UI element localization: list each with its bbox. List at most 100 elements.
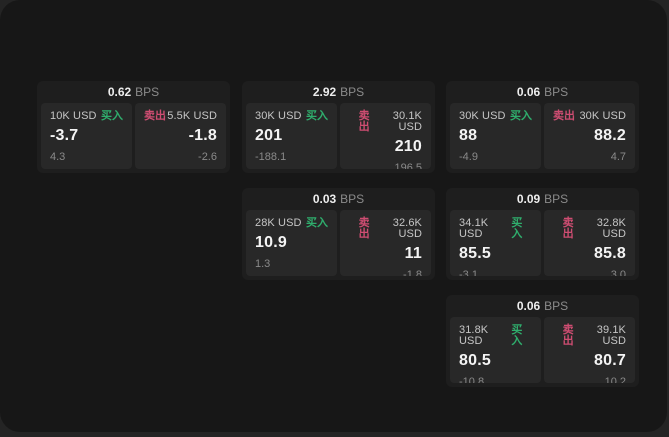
sell-amount-label: 32.6K USD bbox=[392, 217, 422, 240]
sell-amount-label: 30K USD bbox=[579, 110, 626, 122]
sell-panel[interactable]: 卖出 32.8K USD 85.8 3.0 bbox=[544, 210, 635, 276]
buy-amount-label: 28K USD bbox=[255, 217, 302, 229]
spread-header: 0.62 BPS bbox=[41, 81, 226, 103]
sell-side-label: 卖出 bbox=[562, 324, 574, 347]
buy-panel[interactable]: 34.1K USD 买入 85.5 -3.1 bbox=[450, 210, 541, 276]
buy-panel[interactable]: 30K USD 买入 88 -4.9 bbox=[450, 103, 541, 169]
sell-panel-top: 卖出 32.8K USD bbox=[553, 218, 626, 240]
quote-card: 0.06 BPS 31.8K USD 买入 80.5 -10.8 卖出 39.1… bbox=[446, 295, 639, 387]
spread-value: 0.09 bbox=[516, 192, 541, 206]
buy-panel-top: 31.8K USD 买入 bbox=[459, 325, 532, 347]
sell-price-value: 88.2 bbox=[594, 127, 626, 144]
buy-secondary-value: -3.1 bbox=[459, 269, 478, 277]
buy-amount-label: 31.8K USD bbox=[459, 324, 489, 347]
buy-side-label: 买入 bbox=[511, 217, 523, 240]
sell-amount-label: 39.1K USD bbox=[596, 324, 626, 347]
buy-price-value: 80.5 bbox=[459, 352, 491, 369]
sell-secondary-value: 196.5 bbox=[394, 162, 422, 170]
buy-panel[interactable]: 28K USD 买入 10.9 1.3 bbox=[246, 210, 337, 276]
sell-side-label: 卖出 bbox=[553, 110, 575, 122]
spread-unit-label: BPS bbox=[544, 85, 569, 99]
spread-value: 0.03 bbox=[312, 192, 337, 206]
buy-price-value: 85.5 bbox=[459, 245, 491, 262]
quote-card: 0.03 BPS 28K USD 买入 10.9 1.3 卖出 32.6K US… bbox=[242, 188, 435, 280]
sell-panel-top: 卖出 39.1K USD bbox=[553, 325, 626, 347]
spread-unit-label: BPS bbox=[544, 299, 569, 313]
buy-amount-label: 10K USD bbox=[50, 110, 97, 122]
sell-side-label: 卖出 bbox=[358, 217, 370, 240]
buy-secondary-value: 4.3 bbox=[50, 151, 66, 163]
spread-value: 0.06 bbox=[516, 299, 541, 313]
quote-card-body: 28K USD 买入 10.9 1.3 卖出 32.6K USD 11 -1.8 bbox=[246, 210, 431, 276]
buy-panel-top: 10K USD 买入 bbox=[50, 111, 123, 122]
sell-amount-label: 32.8K USD bbox=[596, 217, 626, 240]
quote-card: 0.06 BPS 30K USD 买入 88 -4.9 卖出 30K USD 8… bbox=[446, 81, 639, 173]
sell-panel[interactable]: 卖出 39.1K USD 80.7 10.2 bbox=[544, 317, 635, 383]
sell-price-value: 11 bbox=[404, 245, 422, 262]
buy-price-value: 201 bbox=[255, 127, 283, 144]
spread-header: 0.03 BPS bbox=[246, 188, 431, 210]
sell-price-value: 85.8 bbox=[594, 245, 626, 262]
spread-header: 0.09 BPS bbox=[450, 188, 635, 210]
sell-panel-top: 卖出 5.5K USD bbox=[144, 111, 217, 122]
spread-header: 0.06 BPS bbox=[450, 295, 635, 317]
buy-amount-label: 30K USD bbox=[459, 110, 506, 122]
sell-panel-top: 卖出 30.1K USD bbox=[349, 111, 422, 133]
quote-card: 2.92 BPS 30K USD 买入 201 -188.1 卖出 30.1K … bbox=[242, 81, 435, 173]
buy-panel[interactable]: 10K USD 买入 -3.7 4.3 bbox=[41, 103, 132, 169]
sell-panel[interactable]: 卖出 30.1K USD 210 196.5 bbox=[340, 103, 431, 169]
buy-amount-label: 34.1K USD bbox=[459, 217, 489, 240]
sell-panel[interactable]: 卖出 32.6K USD 11 -1.8 bbox=[340, 210, 431, 276]
sell-secondary-value: 4.7 bbox=[610, 151, 626, 163]
buy-panel-top: 28K USD 买入 bbox=[255, 218, 328, 229]
sell-secondary-value: 3.0 bbox=[610, 269, 626, 277]
spread-header: 0.06 BPS bbox=[450, 81, 635, 103]
buy-price-value: 10.9 bbox=[255, 234, 287, 251]
buy-secondary-value: -10.8 bbox=[459, 376, 485, 384]
buy-panel-top: 30K USD 买入 bbox=[255, 111, 328, 122]
sell-secondary-value: -2.6 bbox=[198, 151, 217, 163]
buy-secondary-value: -188.1 bbox=[255, 151, 287, 163]
buy-side-label: 买入 bbox=[306, 110, 328, 122]
quote-card-body: 30K USD 买入 88 -4.9 卖出 30K USD 88.2 4.7 bbox=[450, 103, 635, 169]
sell-secondary-value: -1.8 bbox=[403, 269, 422, 277]
buy-side-label: 买入 bbox=[306, 217, 328, 229]
spread-value: 2.92 bbox=[312, 85, 337, 99]
buy-panel-top: 30K USD 买入 bbox=[459, 111, 532, 122]
sell-price-value: -1.8 bbox=[188, 127, 217, 144]
spread-header: 2.92 BPS bbox=[246, 81, 431, 103]
sell-price-value: 210 bbox=[394, 138, 422, 155]
sell-panel[interactable]: 卖出 5.5K USD -1.8 -2.6 bbox=[135, 103, 226, 169]
quote-card-body: 10K USD 买入 -3.7 4.3 卖出 5.5K USD -1.8 -2.… bbox=[41, 103, 226, 169]
sell-side-label: 卖出 bbox=[358, 110, 370, 133]
quote-card: 0.09 BPS 34.1K USD 买入 85.5 -3.1 卖出 32.8K… bbox=[446, 188, 639, 280]
buy-price-value: 88 bbox=[459, 127, 478, 144]
buy-panel-top: 34.1K USD 买入 bbox=[459, 218, 532, 240]
buy-secondary-value: 1.3 bbox=[255, 258, 271, 270]
sell-amount-label: 5.5K USD bbox=[167, 110, 217, 122]
buy-side-label: 买入 bbox=[511, 324, 523, 347]
spread-unit-label: BPS bbox=[544, 192, 569, 206]
sell-panel-top: 卖出 32.6K USD bbox=[349, 218, 422, 240]
buy-panel[interactable]: 30K USD 买入 201 -188.1 bbox=[246, 103, 337, 169]
buy-side-label: 买入 bbox=[510, 110, 532, 122]
spread-unit-label: BPS bbox=[135, 85, 160, 99]
buy-price-value: -3.7 bbox=[50, 127, 79, 144]
quote-card-body: 31.8K USD 买入 80.5 -10.8 卖出 39.1K USD 80.… bbox=[450, 317, 635, 383]
sell-side-label: 卖出 bbox=[562, 217, 574, 240]
sell-panel[interactable]: 卖出 30K USD 88.2 4.7 bbox=[544, 103, 635, 169]
sell-secondary-value: 10.2 bbox=[604, 376, 626, 384]
buy-secondary-value: -4.9 bbox=[459, 151, 478, 163]
quote-card: 0.62 BPS 10K USD 买入 -3.7 4.3 卖出 5.5K USD… bbox=[37, 81, 230, 173]
sell-panel-top: 卖出 30K USD bbox=[553, 111, 626, 122]
sell-side-label: 卖出 bbox=[144, 110, 166, 122]
quote-card-body: 30K USD 买入 201 -188.1 卖出 30.1K USD 210 1… bbox=[246, 103, 431, 169]
buy-side-label: 买入 bbox=[101, 110, 123, 122]
spread-value: 0.06 bbox=[516, 85, 541, 99]
sell-amount-label: 30.1K USD bbox=[392, 110, 422, 133]
buy-panel[interactable]: 31.8K USD 买入 80.5 -10.8 bbox=[450, 317, 541, 383]
quote-card-body: 34.1K USD 买入 85.5 -3.1 卖出 32.8K USD 85.8… bbox=[450, 210, 635, 276]
spread-value: 0.62 bbox=[107, 85, 132, 99]
buy-amount-label: 30K USD bbox=[255, 110, 302, 122]
